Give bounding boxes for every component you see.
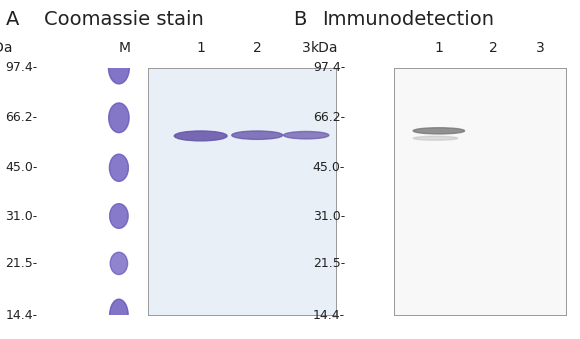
Text: 97.4-: 97.4- xyxy=(5,61,38,74)
Ellipse shape xyxy=(413,128,465,134)
Ellipse shape xyxy=(108,52,129,84)
Ellipse shape xyxy=(232,131,282,139)
Ellipse shape xyxy=(174,131,227,141)
Text: kDa: kDa xyxy=(0,41,13,55)
Text: 45.0-: 45.0- xyxy=(5,161,38,174)
Text: 21.5-: 21.5- xyxy=(5,257,38,270)
Text: 31.0-: 31.0- xyxy=(5,210,38,222)
Text: 31.0-: 31.0- xyxy=(313,210,345,222)
Text: 3: 3 xyxy=(535,41,544,55)
Text: 21.5-: 21.5- xyxy=(313,257,345,270)
Text: 14.4-: 14.4- xyxy=(313,309,345,322)
Ellipse shape xyxy=(110,154,128,181)
Text: Coomassie stain: Coomassie stain xyxy=(44,10,203,29)
Text: 1: 1 xyxy=(434,41,443,55)
Text: Immunodetection: Immunodetection xyxy=(322,10,494,29)
Text: kDa: kDa xyxy=(310,41,338,55)
Text: M: M xyxy=(119,41,130,55)
Ellipse shape xyxy=(108,103,129,133)
Text: 66.2-: 66.2- xyxy=(6,111,38,124)
Ellipse shape xyxy=(110,204,128,228)
Ellipse shape xyxy=(413,136,458,140)
Text: 97.4-: 97.4- xyxy=(313,61,345,74)
Text: 3: 3 xyxy=(302,41,311,55)
Text: B: B xyxy=(293,10,306,29)
Text: A: A xyxy=(6,10,19,29)
Ellipse shape xyxy=(110,299,128,331)
Text: 2: 2 xyxy=(253,41,262,55)
Text: 2: 2 xyxy=(490,41,498,55)
Text: 66.2-: 66.2- xyxy=(313,111,345,124)
Ellipse shape xyxy=(284,132,329,139)
Text: 1: 1 xyxy=(196,41,205,55)
Ellipse shape xyxy=(110,252,128,275)
Text: 14.4-: 14.4- xyxy=(6,309,38,322)
Text: 45.0-: 45.0- xyxy=(313,161,345,174)
